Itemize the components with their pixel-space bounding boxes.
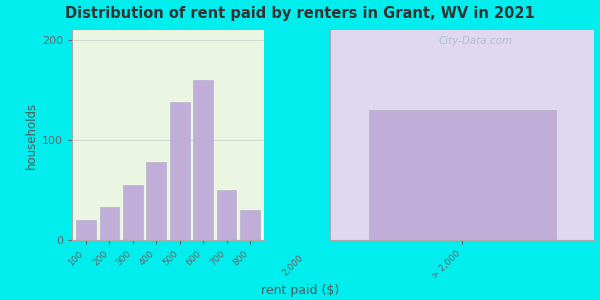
Text: rent paid ($): rent paid ($) bbox=[261, 284, 339, 297]
Text: 2,000: 2,000 bbox=[281, 254, 305, 278]
Bar bbox=[240, 210, 260, 240]
Bar bbox=[123, 185, 143, 240]
Text: City-Data.com: City-Data.com bbox=[438, 36, 512, 46]
Bar bbox=[193, 80, 213, 240]
Text: Distribution of rent paid by renters in Grant, WV in 2021: Distribution of rent paid by renters in … bbox=[65, 6, 535, 21]
Y-axis label: households: households bbox=[25, 101, 38, 169]
Bar bbox=[100, 207, 119, 240]
Bar bbox=[76, 220, 96, 240]
Bar bbox=[217, 190, 236, 240]
Bar bbox=[368, 110, 556, 240]
Bar bbox=[170, 102, 190, 240]
Bar bbox=[146, 162, 166, 240]
